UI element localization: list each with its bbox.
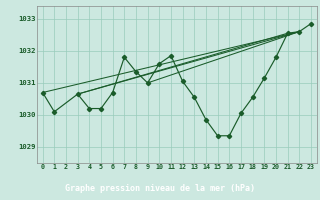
Text: Graphe pression niveau de la mer (hPa): Graphe pression niveau de la mer (hPa) [65,184,255,193]
